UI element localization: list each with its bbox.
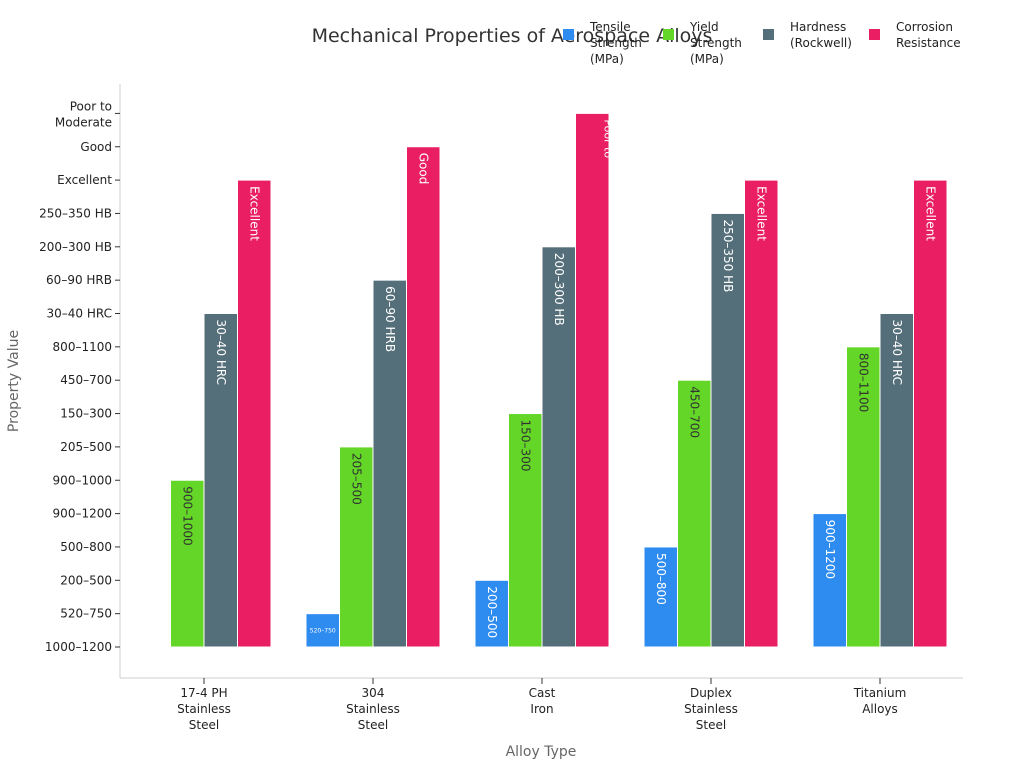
y-tick-label: 200–500 — [60, 573, 112, 587]
legend-label: Yield Strength (MPa) — [689, 20, 742, 66]
bar — [913, 179, 948, 648]
bar-value-label: 200–500 — [485, 586, 499, 638]
bar — [305, 613, 340, 648]
bar-value-label: 800–1100 — [856, 353, 870, 412]
x-tick-label: Duplex Stainless Steel — [684, 686, 738, 732]
x-tick-label: Cast Iron — [529, 686, 556, 716]
bar — [677, 379, 712, 648]
y-tick-group: 1000–1200 520–750 200–500 500–800 900–1200 90… — [39, 99, 120, 654]
bar-value-label: 450–700 — [687, 386, 701, 438]
bar-value-label: 200–300 HB — [552, 253, 566, 326]
bar-value-label: 150–300 — [518, 420, 532, 472]
bar-value-label: 900–1200 — [823, 520, 837, 579]
bar — [710, 212, 745, 648]
bar-value-label: 30–40 HRC — [214, 320, 228, 386]
y-tick-label: 200–300 HB — [39, 240, 112, 254]
y-tick-label: Good — [80, 140, 112, 154]
y-tick-label: 205–500 — [60, 440, 112, 454]
bar-value-label: 520–750 — [310, 627, 336, 634]
legend-swatch — [563, 29, 574, 40]
bar — [812, 513, 847, 648]
y-tick-label: Excellent — [57, 173, 112, 187]
bar — [744, 179, 779, 648]
x-tick-label: 17-4 PH Stainless Steel — [177, 686, 231, 732]
bar-value-label: 900–1000 — [180, 486, 194, 545]
y-tick-label: 250–350 HB — [39, 206, 112, 220]
bar — [575, 112, 610, 648]
y-tick-label: Poor to Moderate — [55, 99, 112, 129]
legend-label: Corrosion Resistance — [896, 20, 961, 50]
y-tick-label: 500–800 — [60, 540, 112, 554]
bar — [170, 479, 205, 648]
bar-value-label: 30–40 HRC — [890, 320, 904, 386]
x-tick-label: 304 Stainless Steel — [346, 686, 400, 732]
bar-group: 1000–1200 900–1000 30–40 HRC Excellent 520–7… — [137, 112, 948, 651]
y-tick-label: 800–1100 — [53, 340, 112, 354]
legend-label: Tensile Strength (MPa) — [589, 20, 642, 66]
y-tick-label: 900–1200 — [53, 507, 112, 521]
bar-value-label: 1000–1200 — [137, 644, 171, 651]
bar-value-label: Poor toModerate — [601, 119, 627, 172]
bar-value-label: 205–500 — [349, 453, 363, 505]
bar — [406, 146, 441, 648]
bar-value-label: Excellent — [754, 186, 768, 241]
y-tick-label: 30–40 HRC — [47, 307, 113, 321]
bar — [474, 579, 509, 648]
y-tick-label: 450–700 — [60, 373, 112, 387]
x-tick-group: 17-4 PH Stainless Steel 304 Stainless Steel Ca… — [177, 678, 906, 732]
y-tick-label: 900–1000 — [53, 473, 112, 487]
bar-value-label: Excellent — [247, 186, 261, 241]
x-axis-title: Alloy Type — [506, 744, 577, 760]
bar-value-label: 250–350 HB — [721, 219, 735, 292]
x-tick-label: Titanium Alloys — [853, 686, 907, 716]
legend-swatch — [763, 29, 774, 40]
bar — [846, 346, 881, 648]
y-tick-label: 60–90 HRB — [46, 273, 112, 287]
bar — [643, 546, 678, 648]
bar — [339, 446, 374, 648]
bar — [879, 313, 914, 648]
chart-title: Mechanical Properties of Aerospace Alloy… — [312, 25, 713, 47]
legend-swatch — [869, 29, 880, 40]
bar-value-label: Excellent — [923, 186, 937, 241]
y-axis-title: Property Value — [6, 330, 22, 432]
bar — [203, 313, 238, 648]
bar — [237, 179, 272, 648]
bar-value-label: 500–800 — [654, 553, 668, 605]
legend: Tensile Strength (MPa) Yield Strength (MPa) Ha… — [563, 20, 961, 66]
y-tick-label: 1000–1200 — [45, 640, 112, 654]
y-tick-label: 520–750 — [60, 607, 112, 621]
bar-value-label: 60–90 HRB — [383, 286, 397, 352]
bar — [508, 413, 543, 648]
legend-swatch — [663, 29, 674, 40]
y-tick-label: 150–300 — [60, 407, 112, 421]
legend-label: Hardness (Rockwell) — [790, 20, 852, 50]
bar-value-label: Good — [416, 153, 430, 185]
bar — [541, 246, 576, 648]
